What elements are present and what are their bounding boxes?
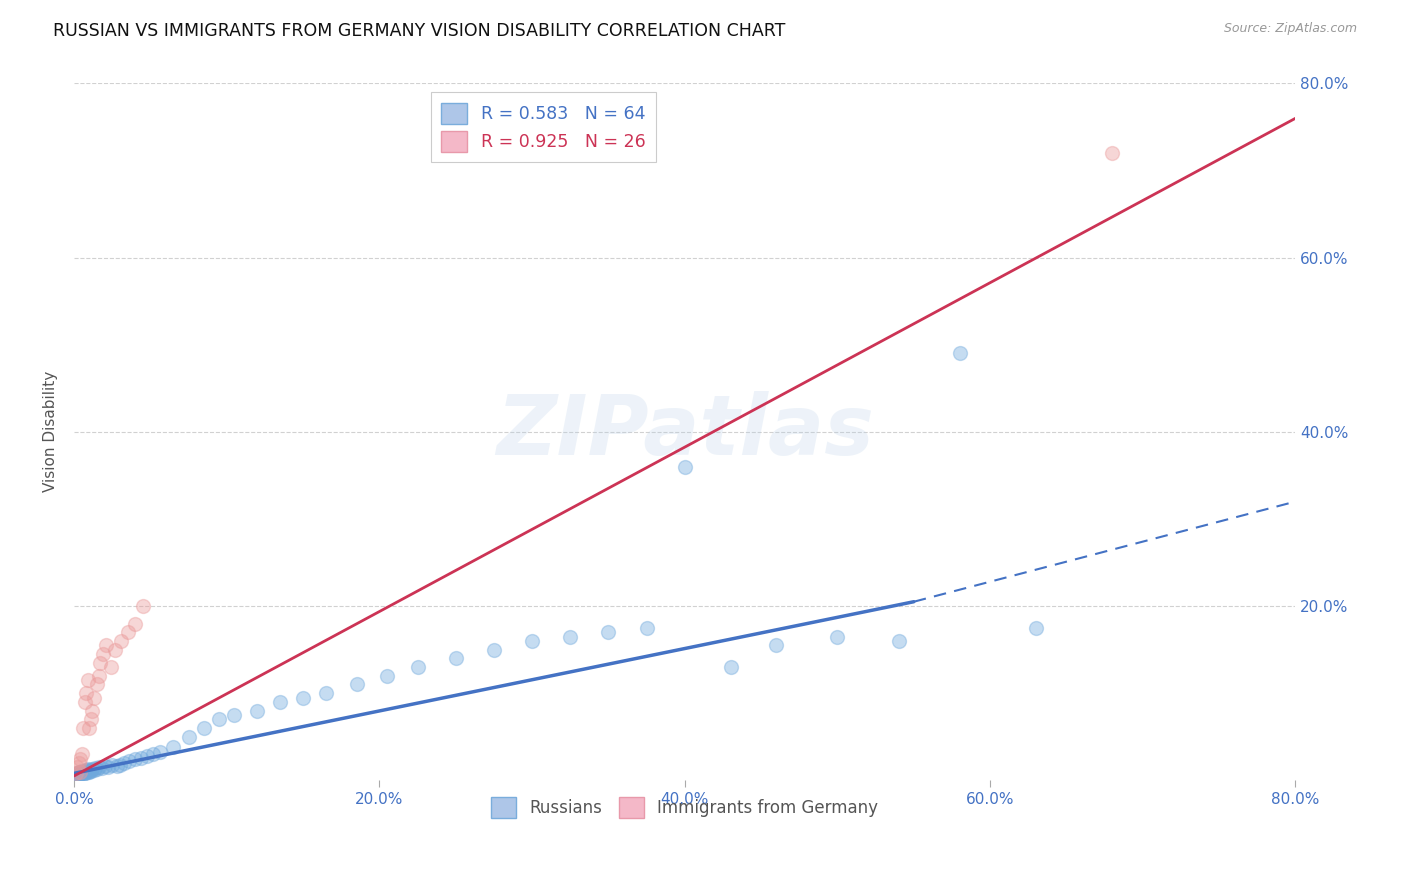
Point xyxy=(67,756,90,770)
Point xyxy=(97,760,120,774)
Point xyxy=(142,747,165,761)
Point xyxy=(86,762,108,776)
Point xyxy=(70,747,93,761)
Point xyxy=(76,673,98,687)
Point xyxy=(67,768,90,782)
Point xyxy=(100,660,122,674)
Point xyxy=(162,740,184,755)
Point xyxy=(208,712,231,726)
Point xyxy=(114,756,136,770)
Point xyxy=(124,752,146,766)
Point xyxy=(124,616,146,631)
Point xyxy=(1025,621,1047,635)
Point xyxy=(69,764,91,779)
Point xyxy=(66,760,89,774)
Text: ZIPatlas: ZIPatlas xyxy=(496,392,873,473)
Point xyxy=(105,759,128,773)
Point xyxy=(75,686,97,700)
Legend: Russians, Immigrants from Germany: Russians, Immigrants from Germany xyxy=(485,790,884,824)
Point xyxy=(73,766,96,780)
Point xyxy=(598,625,620,640)
Point xyxy=(75,765,97,780)
Point xyxy=(673,459,696,474)
Point xyxy=(83,690,105,705)
Point xyxy=(110,634,132,648)
Point xyxy=(79,765,101,780)
Point xyxy=(118,754,141,768)
Point xyxy=(67,765,90,780)
Point xyxy=(560,630,582,644)
Point xyxy=(520,634,543,648)
Point xyxy=(104,642,127,657)
Point xyxy=(73,695,96,709)
Point xyxy=(346,677,368,691)
Point xyxy=(444,651,467,665)
Point xyxy=(69,751,91,765)
Point xyxy=(246,704,269,718)
Point xyxy=(406,660,429,674)
Point xyxy=(132,599,155,613)
Point xyxy=(96,638,118,652)
Point xyxy=(193,721,215,735)
Point xyxy=(108,757,131,772)
Point xyxy=(91,647,114,661)
Point xyxy=(66,766,89,780)
Point xyxy=(136,748,159,763)
Point xyxy=(80,712,103,726)
Point xyxy=(87,760,110,774)
Point xyxy=(65,766,87,780)
Point xyxy=(177,730,200,744)
Point xyxy=(75,763,97,777)
Point xyxy=(827,630,849,644)
Point xyxy=(65,770,87,784)
Point xyxy=(292,690,315,705)
Point xyxy=(69,764,91,779)
Point xyxy=(87,669,110,683)
Point xyxy=(720,660,742,674)
Point xyxy=(72,721,94,735)
Point xyxy=(82,704,104,718)
Point xyxy=(117,625,139,640)
Point xyxy=(101,758,124,772)
Point xyxy=(636,621,658,635)
Point xyxy=(1101,146,1123,161)
Point xyxy=(70,764,93,778)
Point xyxy=(375,669,398,683)
Point xyxy=(72,767,94,781)
Point xyxy=(149,746,172,760)
Point xyxy=(948,346,970,360)
Point xyxy=(79,721,101,735)
Point xyxy=(76,764,98,779)
Point xyxy=(86,677,108,691)
Point xyxy=(84,761,107,775)
Point xyxy=(887,634,910,648)
Point xyxy=(69,767,91,781)
Point xyxy=(76,762,98,776)
Point xyxy=(129,750,152,764)
Point xyxy=(83,763,105,777)
Text: Source: ZipAtlas.com: Source: ZipAtlas.com xyxy=(1223,22,1357,36)
Point xyxy=(82,762,104,776)
Text: RUSSIAN VS IMMIGRANTS FROM GERMANY VISION DISABILITY CORRELATION CHART: RUSSIAN VS IMMIGRANTS FROM GERMANY VISIO… xyxy=(53,22,786,40)
Point xyxy=(70,766,93,780)
Point xyxy=(765,638,787,652)
Point xyxy=(66,769,89,783)
Point xyxy=(89,656,111,670)
Point xyxy=(90,761,112,775)
Y-axis label: Vision Disability: Vision Disability xyxy=(44,371,58,492)
Point xyxy=(79,763,101,777)
Point xyxy=(482,642,505,657)
Point xyxy=(269,695,291,709)
Point xyxy=(93,759,115,773)
Point xyxy=(224,708,246,723)
Point xyxy=(315,686,337,700)
Point xyxy=(65,767,87,781)
Point xyxy=(73,764,96,778)
Point xyxy=(72,764,94,779)
Point xyxy=(80,764,103,778)
